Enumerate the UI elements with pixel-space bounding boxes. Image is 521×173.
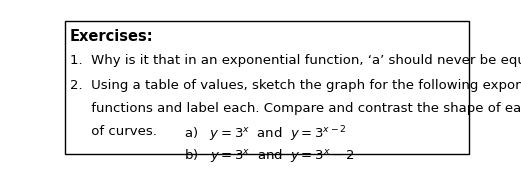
Text: a)   $y=3^{x}$  and  $y=3^{x-2}$: a) $y=3^{x}$ and $y=3^{x-2}$ <box>184 125 347 144</box>
Text: functions and label each. Compare and contrast the shape of each pair: functions and label each. Compare and co… <box>70 102 521 115</box>
Text: 1.  Why is it that in an exponential function, ‘a’ should never be equal to 1?: 1. Why is it that in an exponential func… <box>70 54 521 67</box>
Text: Exercises:: Exercises: <box>70 29 154 44</box>
Text: 2.  Using a table of values, sketch the graph for the following exponential: 2. Using a table of values, sketch the g… <box>70 79 521 92</box>
Text: of curves.: of curves. <box>70 125 157 138</box>
Text: b)   $y=3^{x}$  and  $y=3^{x}-2$: b) $y=3^{x}$ and $y=3^{x}-2$ <box>184 147 355 164</box>
